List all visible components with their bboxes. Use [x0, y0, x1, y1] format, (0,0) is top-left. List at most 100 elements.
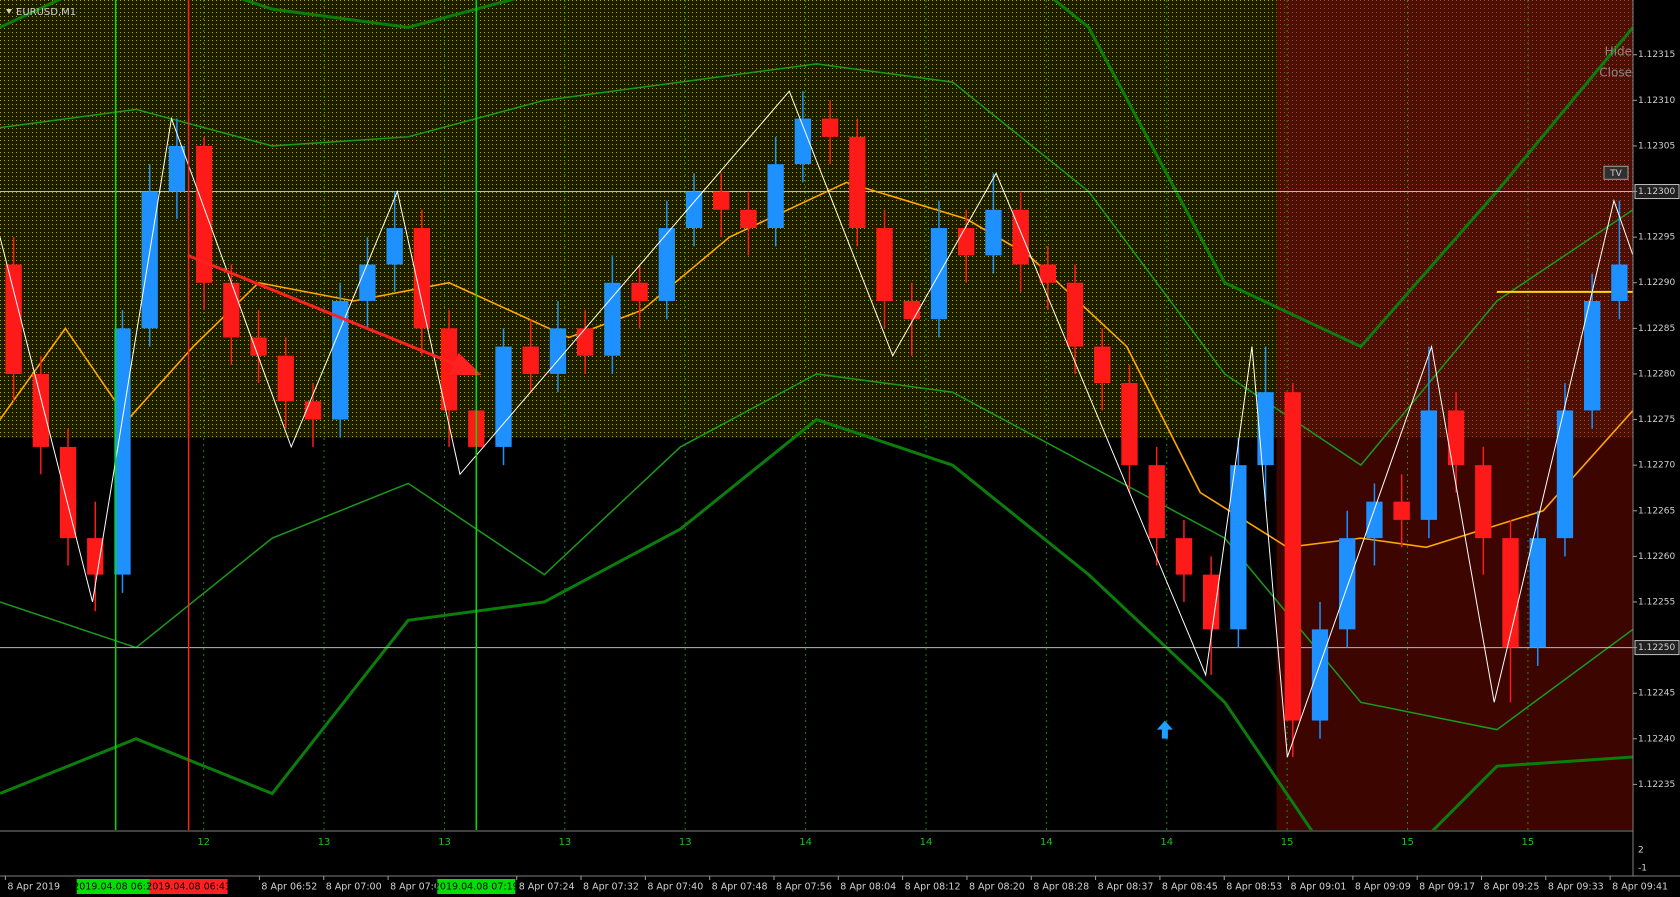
band-line	[0, 63, 1633, 467]
candle-body	[821, 118, 839, 137]
axes: 12 13 13 13 13 14 14 14 14 15 15 15 1.12235 1.12240 1.…	[4, 50, 1680, 894]
candle-body	[767, 164, 784, 229]
time-marker-label: 2019.04.08 07:19	[434, 882, 519, 893]
session-count: 12	[197, 837, 210, 848]
sub-tick-label: -1	[1638, 864, 1647, 874]
candle-body	[549, 328, 567, 374]
time-marker-label: 2019.04.08 06:34	[73, 882, 158, 893]
candle-body	[576, 328, 594, 356]
candle-body	[168, 145, 186, 192]
zone-upper-right	[1276, 0, 1633, 438]
x-tick-label: 8 Apr 08:45	[1162, 882, 1218, 893]
time-marker-label: 2019.04.08 06:43	[146, 882, 231, 893]
zigzag	[0, 90, 1633, 758]
session-count: 13	[558, 837, 571, 848]
candle-body	[1257, 392, 1274, 466]
candle-body	[359, 264, 376, 301]
x-tick-label: 8 Apr 08:04	[840, 882, 896, 893]
candle-body	[1366, 501, 1383, 539]
x-tick-label: 8 Apr 08:37	[1098, 882, 1154, 893]
session-count: 14	[1040, 837, 1053, 848]
candle-body	[440, 328, 458, 411]
candle-body	[304, 401, 322, 420]
x-tick-label: 8 Apr 07:40	[647, 882, 703, 893]
x-tick-label: 8 Apr 07:32	[583, 882, 639, 893]
candle-body	[1148, 465, 1165, 539]
x-tick-label: 8 Apr 09:09	[1355, 882, 1411, 893]
tv-label: TV	[1609, 169, 1622, 179]
time-marker-box	[437, 879, 516, 894]
x-tick-label: 8 Apr 06:52	[261, 882, 317, 893]
candle-body	[1420, 410, 1438, 520]
candle-body	[277, 355, 294, 402]
x-tick-label: 8 Apr 09:41	[1612, 882, 1668, 893]
x-tick-label: 8 Apr 07:24	[519, 882, 575, 893]
hide-button[interactable]: Hide	[1605, 45, 1632, 59]
candle-body	[740, 209, 757, 229]
candle-body	[1556, 410, 1574, 539]
y-tick-label: 1.12270	[1638, 461, 1675, 471]
candle-body	[658, 228, 675, 301]
band-line	[0, 417, 1633, 830]
candle-body	[849, 136, 866, 229]
session-count: 14	[799, 837, 812, 848]
x-tick-label: 8 Apr 09:01	[1291, 882, 1347, 893]
candle-body	[114, 328, 131, 575]
candle-body	[794, 118, 812, 165]
session-count: 14	[920, 837, 933, 848]
session-count: 14	[1160, 837, 1173, 848]
y-tick-label: 1.12300	[1638, 187, 1675, 197]
candle-body	[1339, 538, 1356, 630]
zone-lower-right	[1276, 437, 1633, 830]
candle-body	[32, 373, 49, 447]
candle-body	[1447, 410, 1465, 466]
candle-body	[1284, 392, 1301, 721]
sub-tick-label: 2	[1638, 846, 1644, 856]
y-tick-label: 1.12265	[1638, 506, 1675, 516]
candle-body	[1529, 538, 1546, 648]
candle-body	[903, 300, 920, 320]
session-count: 13	[318, 837, 331, 848]
candle-body	[1039, 264, 1057, 283]
candle-body	[59, 446, 77, 539]
candle-body	[1230, 465, 1247, 630]
x-tick-label: 8 Apr 2019	[7, 882, 60, 893]
menu-triangle[interactable]	[6, 9, 12, 14]
signal-arrow	[1156, 720, 1173, 739]
session-count: 15	[1281, 837, 1294, 848]
zone-upper-left	[0, 0, 1277, 438]
x-tick-label: 8 Apr 08:12	[905, 882, 961, 893]
plot-area	[0, 0, 1633, 830]
candle-body	[495, 346, 512, 447]
y-tick-label: 1.12285	[1638, 324, 1675, 334]
candle-body	[332, 300, 349, 420]
candle-body	[1502, 538, 1519, 648]
time-marker-box	[149, 879, 228, 894]
y-tick-label: 1.12275	[1638, 415, 1675, 425]
candle-body	[985, 209, 1002, 256]
session-count: 15	[1522, 837, 1535, 848]
x-tick-label: 8 Apr 08:28	[1033, 882, 1089, 893]
y-tick-label: 1.12260	[1638, 552, 1675, 562]
candle-body	[1066, 282, 1084, 347]
candle-body	[413, 228, 431, 329]
candle-body	[1311, 629, 1329, 721]
session-count: 13	[438, 837, 451, 848]
candle-body	[958, 228, 975, 256]
candle-body	[250, 337, 267, 356]
candle-body	[87, 538, 104, 575]
y-tick-label: 1.12305	[1638, 141, 1675, 151]
y-tick-label: 1.12255	[1638, 597, 1675, 607]
y-tick-label: 1.12310	[1638, 96, 1675, 106]
trend-arrow	[187, 253, 482, 376]
y-tick-label: 1.12245	[1638, 689, 1675, 699]
close-button[interactable]: Close	[1599, 66, 1632, 80]
y-tick-label: 1.12290	[1638, 278, 1675, 288]
candle-body	[604, 282, 621, 356]
y-tick-label: 1.12280	[1638, 369, 1675, 379]
x-tick-label: 8 Apr 07:08	[390, 882, 446, 893]
x-tick-label: 8 Apr 07:56	[776, 882, 832, 893]
x-tick-label: 8 Apr 07:48	[712, 882, 768, 893]
